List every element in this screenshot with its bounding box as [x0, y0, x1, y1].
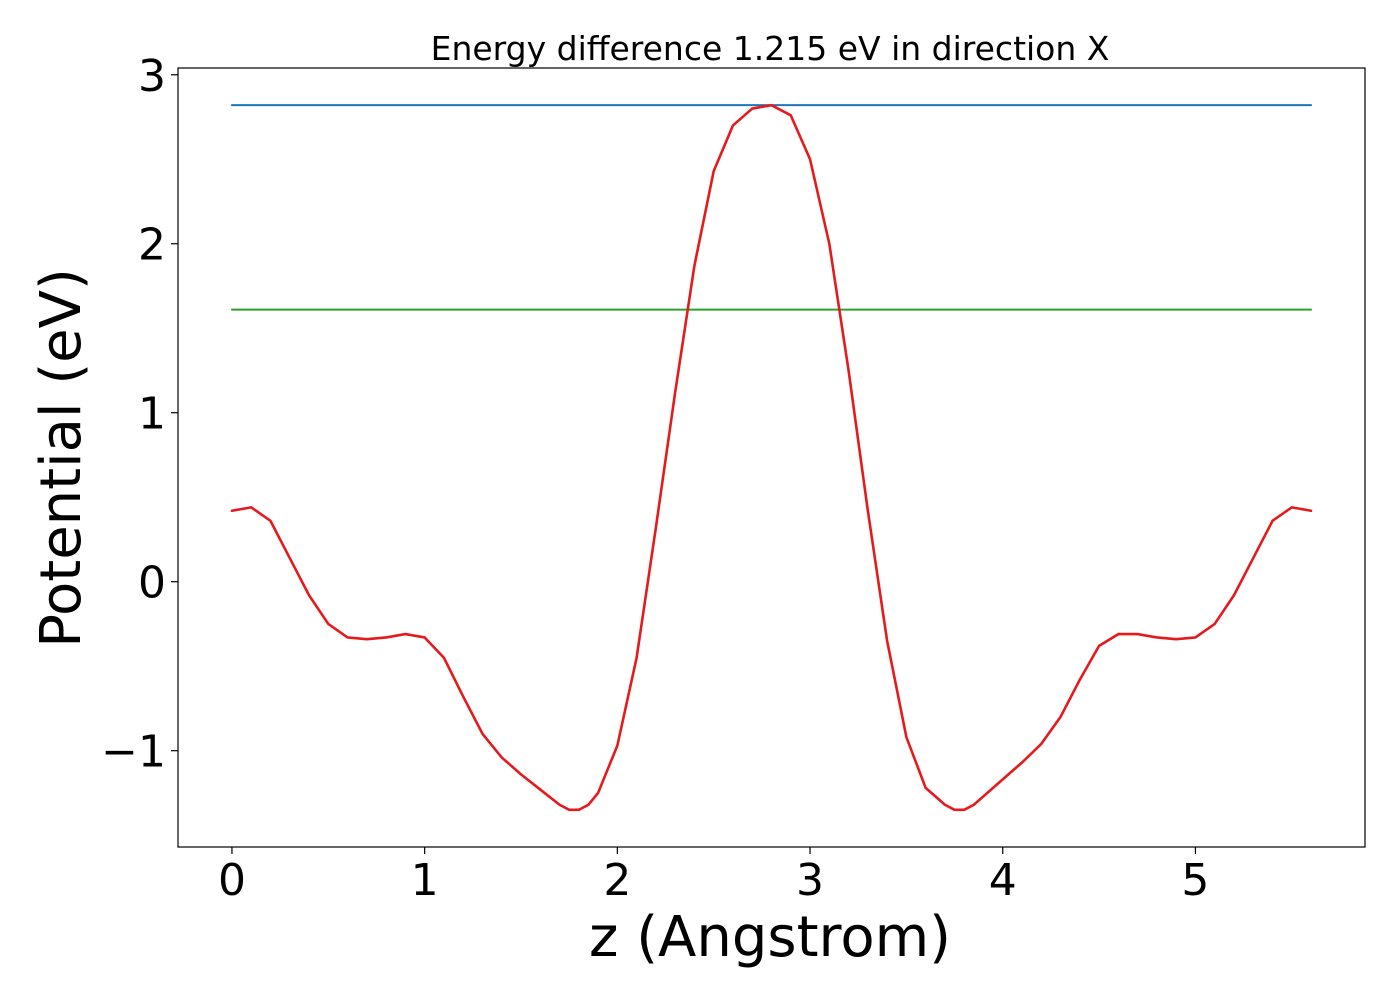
x-tick-label: 1	[411, 855, 439, 906]
y-axis-ticks: −1 0 1 2 3	[101, 51, 178, 778]
chart-title: Energy difference 1.215 eV in direction …	[431, 29, 1110, 68]
y-tick-label: −1	[101, 727, 166, 778]
y-tick-label: 3	[138, 51, 166, 102]
series-line-2	[230, 103, 1313, 812]
x-tick-label: 2	[603, 855, 631, 906]
x-axis-ticks: 0 1 2 3 4 5	[218, 847, 1209, 906]
x-axis-label: z (Angstrom)	[589, 905, 951, 970]
x-tick-label: 3	[796, 855, 824, 906]
y-tick-label: 1	[138, 389, 166, 440]
plot-frame	[177, 67, 1366, 848]
y-axis-label: Potential (eV)	[29, 268, 94, 648]
x-tick-label: 5	[1181, 855, 1209, 906]
y-tick-label: 2	[138, 220, 166, 271]
y-tick-label: 0	[138, 558, 166, 609]
x-tick-label: 0	[218, 855, 246, 906]
x-tick-label: 4	[989, 855, 1017, 906]
series-layer	[230, 103, 1313, 812]
